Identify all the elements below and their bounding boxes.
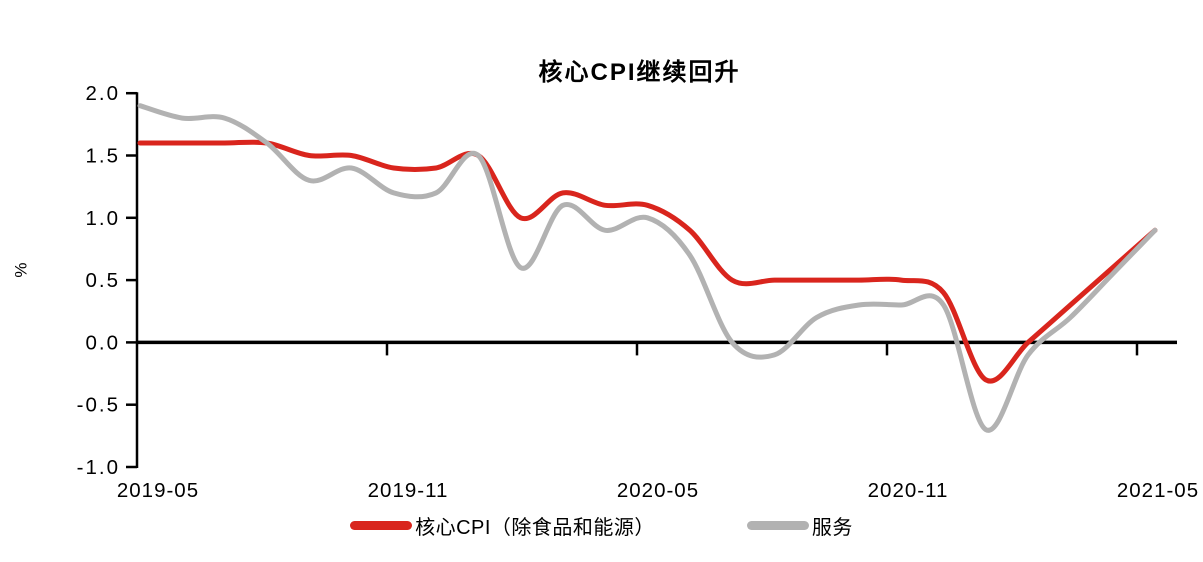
series-line-core-cpi — [137, 139, 1158, 384]
x-axis-tick-label: 2020-11 — [868, 479, 949, 502]
legend-item-services: 服务 — [746, 511, 853, 540]
y-axis-tick-label: 1.5 — [86, 145, 121, 168]
y-axis-tick-label: 2.0 — [86, 82, 121, 105]
x-axis-tick-label: 2019-11 — [368, 479, 449, 502]
series-line-services — [137, 103, 1158, 433]
legend: 核心CPI（除食品和能源） 服务 — [0, 511, 1203, 540]
legend-label-core-cpi: 核心CPI（除食品和能源） — [415, 517, 655, 539]
x-axis-tick-label: 2021-05 — [1117, 479, 1199, 502]
y-axis-tick-label: -1.0 — [77, 456, 120, 479]
legend-swatch-services — [746, 521, 809, 530]
y-axis-tick-label: 0.5 — [86, 269, 121, 292]
legend-swatch-core-cpi — [350, 521, 413, 530]
y-axis-tick-label: 1.0 — [86, 207, 121, 230]
x-axis-tick-label: 2020-05 — [617, 479, 699, 502]
x-axis-tick-label: 2019-05 — [117, 479, 199, 502]
legend-item-core-cpi: 核心CPI（除食品和能源） — [350, 511, 655, 540]
legend-label-services: 服务 — [811, 517, 853, 539]
y-axis-tick-label: 0.0 — [86, 331, 121, 354]
chart-title: 核心CPI继续回升 — [538, 59, 741, 86]
y-axis-tick-label: -0.5 — [77, 394, 120, 417]
